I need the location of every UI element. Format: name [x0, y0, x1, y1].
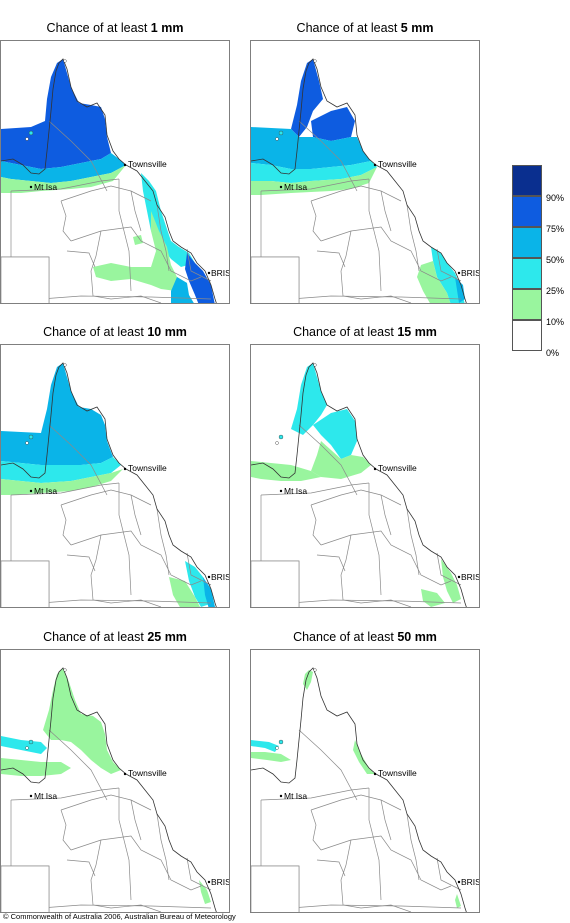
legend-label-50: 50% [546, 255, 565, 265]
legend-swatch-50-75 [512, 227, 542, 258]
copyright-notice: © Commonwealth of Australia 2006, Austra… [3, 912, 236, 921]
rainfall-map-5: Townsville Mt Isa BRIS [0, 649, 230, 913]
panel-title-prefix: Chance of at least [293, 630, 398, 644]
legend-swatch-10-25 [512, 289, 542, 320]
legend-label-25: 25% [546, 286, 565, 296]
rainfall-map-3: Townsville Mt Isa BRIS [0, 344, 230, 608]
panel-title-amount: 1 mm [150, 21, 184, 35]
legend-swatch-0-10 [512, 320, 542, 351]
panel-title-2: Chance of at least 5 mm [250, 21, 480, 35]
panel-title-prefix: Chance of at least [46, 21, 151, 35]
rainfall-map-4: Townsville Mt Isa BRIS [250, 344, 480, 608]
label-mt-isa: Mt Isa [34, 486, 57, 496]
label-mt-isa: Mt Isa [284, 182, 307, 192]
label-mt-isa: Mt Isa [34, 791, 57, 801]
label-mt-isa: Mt Isa [284, 791, 307, 801]
panel-title-prefix: Chance of at least [43, 325, 148, 339]
rainfall-map-1: Townsville Mt Isa BRIS [0, 40, 230, 304]
legend-label-75: 75% [546, 224, 565, 234]
label-brisbane: BRIS [461, 877, 480, 887]
panel-title-amount: 5 mm [400, 21, 434, 35]
label-townsville: Townsville [378, 159, 417, 169]
panel-title-amount: 15 mm [397, 325, 437, 339]
panel-title-4: Chance of at least 15 mm [250, 325, 480, 339]
rainfall-map-2: Townsville Mt Isa BRIS [250, 40, 480, 304]
panel-title-amount: 25 mm [147, 630, 187, 644]
label-townsville: Townsville [128, 463, 167, 473]
panel-title-prefix: Chance of at least [293, 325, 398, 339]
legend-label-0: 0% [546, 348, 560, 358]
legend-swatch-75-90 [512, 196, 542, 227]
panel-title-6: Chance of at least 50 mm [250, 630, 480, 644]
label-brisbane: BRIS [211, 268, 230, 278]
legend-label-10: 10% [546, 317, 565, 327]
label-mt-isa: Mt Isa [284, 486, 307, 496]
panel-title-amount: 10 mm [147, 325, 187, 339]
legend-swatch-25-50 [512, 258, 542, 289]
label-brisbane: BRIS [461, 268, 480, 278]
rainfall-map-6: Townsville Mt Isa BRIS [250, 649, 480, 913]
label-brisbane: BRIS [461, 572, 480, 582]
label-mt-isa: Mt Isa [34, 182, 57, 192]
panel-title-3: Chance of at least 10 mm [0, 325, 230, 339]
label-townsville: Townsville [128, 768, 167, 778]
panel-title-prefix: Chance of at least [43, 630, 148, 644]
label-townsville: Townsville [378, 768, 417, 778]
legend-swatch-90-100 [512, 165, 542, 196]
label-brisbane: BRIS [211, 572, 230, 582]
panel-title-amount: 50 mm [397, 630, 437, 644]
panel-title-5: Chance of at least 25 mm [0, 630, 230, 644]
label-townsville: Townsville [378, 463, 417, 473]
panel-title-prefix: Chance of at least [296, 21, 401, 35]
label-townsville: Townsville [128, 159, 167, 169]
label-brisbane: BRIS [211, 877, 230, 887]
legend-label-90: 90% [546, 193, 565, 203]
panel-title-1: Chance of at least 1 mm [0, 21, 230, 35]
